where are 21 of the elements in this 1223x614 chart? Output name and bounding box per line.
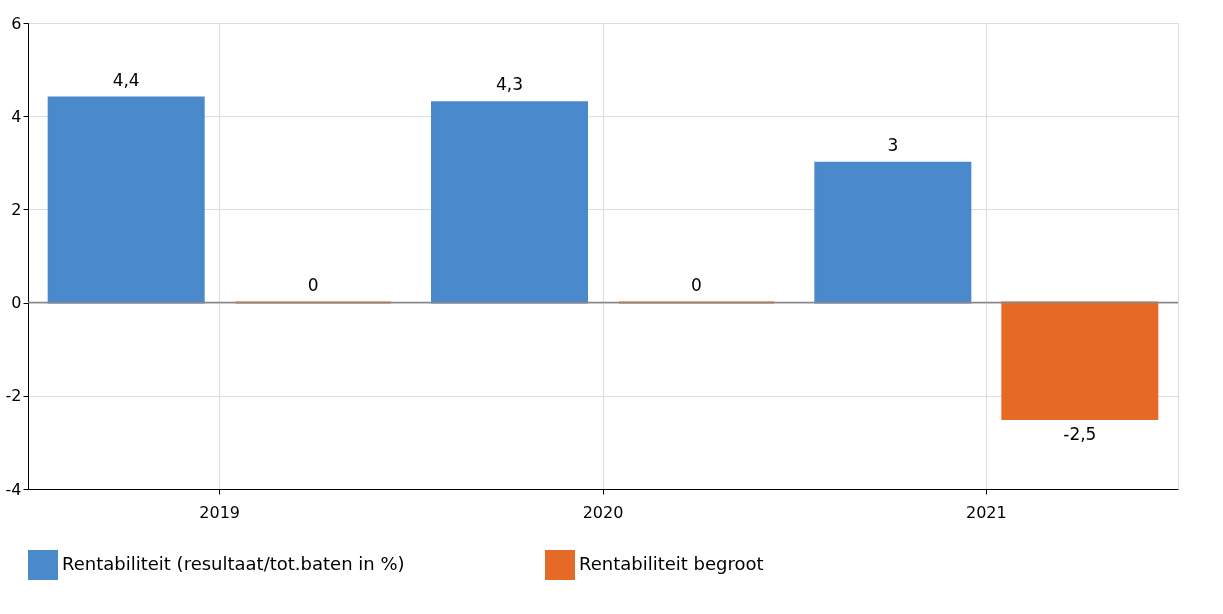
data-label: 4,3 [495,74,524,95]
y-tick-label: 2 [11,199,22,219]
y-tick-label: -4 [5,479,22,499]
legend-label: Rentabiliteit (resultaat/tot.baten in %) [62,553,405,574]
legend-label: Rentabiliteit begroot [579,553,764,574]
data-label: 4,4 [112,69,140,90]
data-label: 3 [887,134,899,155]
data-label: -2,5 [1063,424,1097,445]
bar [814,161,972,304]
x-tick-label: 2020 [582,502,624,522]
x-tick-label: 2019 [199,502,241,522]
bar [1001,301,1159,421]
bar [47,96,205,304]
bar [431,101,588,304]
y-tick-label: -2 [5,386,22,406]
y-tick-label: 4 [11,106,22,126]
data-label: 0 [307,274,319,295]
y-tick-label: 6 [11,13,22,33]
y-tick-label: 0 [11,293,22,313]
x-tick-label: 2021 [965,502,1007,522]
data-label: 0 [691,274,702,295]
